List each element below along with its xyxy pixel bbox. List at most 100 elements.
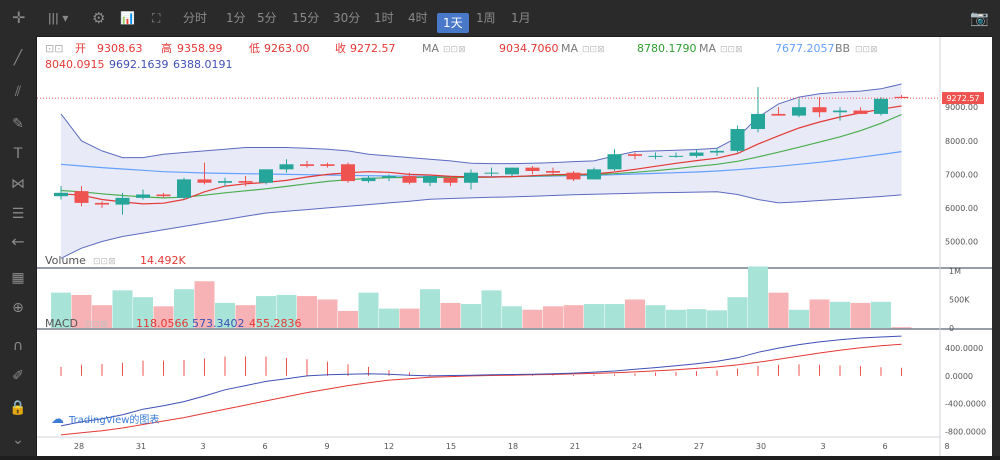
interval-active[interactable]: 1天 — [437, 13, 469, 33]
right-scrollbar[interactable] — [992, 36, 1000, 456]
price-tick-label: 6000.00 — [945, 204, 978, 213]
legend-ma1-controls-icon[interactable]: ⊡⊡⊠ — [443, 45, 466, 55]
volume-bar — [645, 305, 666, 328]
volume-bar — [256, 296, 276, 328]
volume-layer — [51, 266, 912, 329]
tradingview-watermark[interactable]: TradingView的图表 — [68, 413, 159, 426]
pattern-icon[interactable]: ⋈ — [11, 176, 25, 192]
legend-ma2-controls-icon[interactable]: ⊡⊡⊠ — [582, 45, 605, 55]
time-tick-label: 6 — [262, 442, 267, 451]
candle — [218, 177, 232, 187]
volume-bar — [707, 310, 727, 328]
candle — [525, 165, 540, 175]
volume-bar — [522, 309, 543, 328]
candle-body — [525, 167, 540, 171]
legend-ma3-controls-icon[interactable]: ⊡⊡⊠ — [720, 45, 743, 55]
volume-bar — [584, 304, 604, 328]
brush-icon[interactable]: ✎ — [12, 116, 24, 132]
candle — [443, 176, 458, 187]
interval-4[interactable]: 15分 — [292, 11, 320, 25]
volume-bar — [51, 292, 71, 328]
trend-line-icon[interactable]: ╱ — [13, 50, 23, 66]
legend-bb-controls-icon[interactable]: ⊡⊡⊠ — [855, 45, 878, 55]
candle-body — [710, 150, 724, 153]
interval-9[interactable]: 1周 — [476, 11, 496, 25]
volume-bar — [502, 306, 522, 328]
volume-bar — [604, 304, 625, 328]
chart-svg[interactable]: 5000.00 6000.00 7000.00 8000.00 9000.00 1M 500… — [37, 37, 1000, 456]
settings-icon[interactable]: ⚙ — [92, 9, 106, 27]
prediction-icon[interactable]: ☰ — [11, 206, 25, 222]
legend-options-icon[interactable]: ⊡⊡ — [45, 42, 63, 55]
candle — [853, 107, 868, 114]
candle-body — [197, 179, 212, 183]
candle-body — [812, 107, 827, 113]
volume-controls-icon[interactable]: ⊡⊡⊠ — [93, 257, 116, 267]
volume-bar — [379, 308, 399, 328]
legend-macd: MACD ⊡⊡⊠ 118.0566 573.3402 455.2836 — [45, 317, 302, 330]
interval-5[interactable]: 30分 — [333, 11, 361, 25]
fullscreen-icon[interactable]: ⛶ — [152, 11, 161, 25]
candle-body — [628, 154, 642, 156]
candle-body — [771, 113, 786, 116]
lock-icon[interactable]: 🔒 — [9, 400, 27, 416]
interval-10[interactable]: 1月 — [511, 11, 531, 25]
macd-tick-label: 0.0000 — [945, 372, 973, 381]
drawing-toolbar: ╱ ⫽ ✎ T ⋈ ☰ ← ▦ ⊕ ∩ ✐ 🔒 ⌄ — [0, 36, 36, 456]
zoom-icon[interactable]: ⊕ — [12, 300, 24, 316]
candle — [115, 192, 130, 215]
macd-signal-line — [60, 343, 902, 436]
legend-ohlc: ⊡⊡ 开 9308.63 高 9358.99 低 9263.00 收 9272.… — [45, 41, 878, 55]
back-arrow-icon[interactable]: ← — [11, 232, 25, 251]
interval-2[interactable]: 1分 — [226, 11, 246, 25]
candle-body — [792, 107, 806, 116]
collapse-icon[interactable]: ⌄ — [12, 432, 24, 448]
volume-tick-label: 500K — [949, 296, 970, 305]
candle-body — [320, 164, 335, 166]
candle-body — [853, 110, 868, 114]
text-icon[interactable]: T — [13, 146, 23, 162]
bollinger-band-layer — [60, 83, 902, 259]
candle — [54, 186, 68, 200]
interval-6[interactable]: 1时 — [374, 11, 394, 25]
candle — [833, 107, 847, 121]
candle — [587, 167, 601, 180]
indicators-icon[interactable]: 📊 — [120, 11, 135, 25]
interval-7[interactable]: 4时 — [408, 11, 428, 25]
camera-icon[interactable]: 📷 — [970, 9, 989, 27]
time-tick-label: 18 — [508, 442, 518, 451]
interval-1[interactable]: 分时 — [183, 11, 208, 25]
candle-body — [894, 96, 909, 99]
fib-icon[interactable]: ⫽ — [14, 84, 22, 100]
measure-icon[interactable]: ▦ — [11, 270, 25, 286]
candle-body — [587, 169, 601, 180]
pencil-icon[interactable]: ✐ — [12, 368, 24, 384]
price-tick-label: 7000.00 — [945, 170, 978, 179]
volume-bar — [563, 305, 584, 328]
macd-controls-icon[interactable]: ⊡⊡⊠ — [85, 320, 108, 330]
bb-fill — [61, 84, 902, 259]
candle — [751, 87, 765, 133]
candle-body — [751, 113, 765, 130]
candle — [464, 169, 478, 190]
legend-ma1-value: 9034.7060 — [499, 42, 559, 55]
volume-bar — [194, 281, 215, 328]
legend-low-label: 低 — [249, 42, 260, 55]
macd-line — [60, 335, 902, 427]
candle — [259, 169, 273, 185]
magnet-icon[interactable]: ∩ — [12, 338, 24, 354]
candle — [771, 107, 786, 116]
interval-3[interactable]: 5分 — [257, 11, 277, 25]
legend-ma1-label: MA — [422, 42, 439, 55]
candle-body — [546, 171, 560, 173]
price-tick-label: 8000.00 — [945, 137, 978, 146]
chart-area[interactable]: 5000.00 6000.00 7000.00 8000.00 9000.00 1M 500… — [37, 37, 1000, 456]
volume-bar — [297, 296, 317, 328]
candle — [484, 167, 499, 177]
candle — [156, 192, 171, 198]
legend-high-value: 9358.99 — [177, 42, 223, 55]
chart-type-icon[interactable]: ǀǀǀ ▾ — [48, 11, 69, 25]
crosshair-icon[interactable]: ✛ — [12, 8, 26, 27]
candle — [197, 162, 212, 185]
